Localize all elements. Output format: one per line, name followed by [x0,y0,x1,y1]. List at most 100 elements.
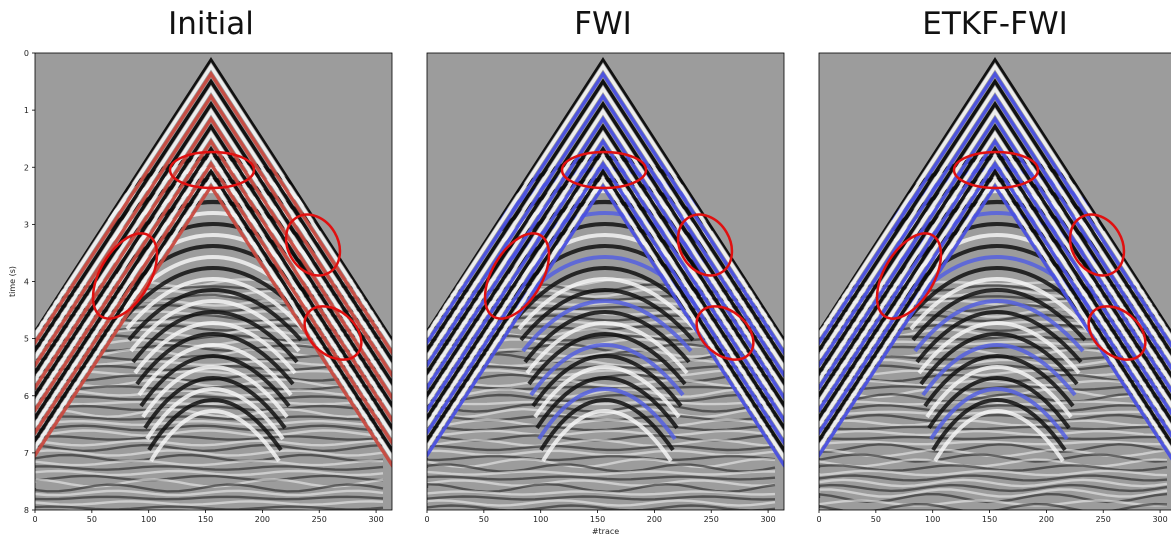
noise [35,378,384,388]
noise [427,449,776,457]
reflection [923,354,1075,408]
wavefront [427,168,784,454]
reflection [149,409,281,463]
wavefront [819,100,1171,379]
noise [427,470,775,476]
annotation-ellipse [303,305,363,361]
reflection [129,299,301,353]
x-tick-label: 300 [368,515,383,524]
noise [819,404,1168,412]
wavefront [35,153,392,439]
reflection [143,376,287,430]
noise [427,463,776,473]
annotation-ellipse [560,150,648,190]
noise [35,435,384,441]
annotation-ellipse [168,150,256,190]
seismic-image [819,53,1171,510]
noise [35,474,384,482]
y-tick-label: 4 [24,278,29,287]
wavefront [427,145,784,431]
annotation-ellipse [1068,213,1126,277]
noise [427,457,776,469]
y-tick-label: 2 [24,163,29,172]
x-tick-label: 50 [479,515,489,524]
noise [819,453,1168,463]
reflection [921,343,1077,397]
wavefront [819,153,1171,431]
x-tick-label: 0 [32,515,37,524]
reflection [909,277,1089,331]
wavefront [35,130,392,416]
noise [819,458,1168,468]
x-tick-label: 0 [816,515,821,524]
noise [35,478,384,488]
noise [35,465,384,471]
reflection [919,332,1079,386]
reflection [533,365,681,419]
noise [427,479,776,487]
noise [35,469,384,477]
reflection [527,332,687,386]
y-tick-label: 6 [24,392,29,401]
wavefront [35,123,392,409]
wavefront [427,93,784,379]
reflection [137,343,293,397]
annotation-ellipse [695,305,755,361]
wavefront [819,85,1171,364]
noise [819,345,1168,351]
plot-frame [818,52,1171,511]
reflection [539,398,675,452]
noise [819,499,1168,507]
x-tick-label: 200 [1039,515,1054,524]
noise [819,413,1168,423]
noise [35,495,384,501]
reflection [521,299,693,353]
wavefront [427,130,784,416]
y-tick-label: 3 [24,220,29,229]
y-tick-label: 8 [24,506,29,515]
panel-title: FWI [574,6,632,42]
reflection [541,409,673,463]
reflection [139,354,291,408]
noise [427,444,776,452]
noise [35,500,384,506]
seismic-image [35,53,392,510]
y-tick-label: 5 [24,335,29,344]
x-tick-label: 50 [871,515,881,524]
wavefront [819,108,1171,386]
reflection [517,277,697,331]
wavefront [819,175,1171,454]
noise [35,443,384,453]
wavefront [35,115,392,401]
seismic-image [427,53,784,510]
noise [819,474,1168,482]
noise [819,488,1168,498]
wavefront [35,138,392,424]
noise [819,419,1168,427]
reflection [145,387,285,441]
noise [427,388,776,398]
reflection [927,376,1071,430]
wavefront [427,85,784,371]
wavefront [35,145,392,431]
mute-area [35,53,392,337]
noise [35,369,384,377]
reflection [929,387,1069,441]
wavefront [35,168,392,454]
noise [427,499,776,507]
noise [819,478,1168,488]
x-tick-label: 250 [704,515,719,524]
x-tick-label: 250 [1096,515,1111,524]
noise [35,395,384,401]
noise [427,504,776,510]
x-tick-label: 200 [255,515,270,524]
annotation-ellipse [91,232,159,320]
reflection [531,354,683,408]
wavefront [819,183,1171,461]
reflection [535,376,679,430]
wavefront [427,123,784,409]
x-tick-label: 150 [982,515,997,524]
wavefront [819,123,1171,401]
x-tick-label: 100 [141,515,156,524]
noise [427,454,776,462]
